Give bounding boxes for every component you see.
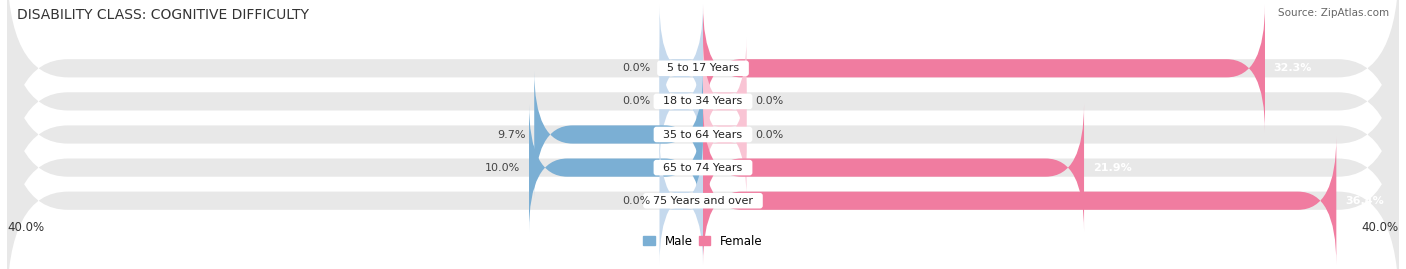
FancyBboxPatch shape [529, 104, 703, 231]
FancyBboxPatch shape [7, 0, 1399, 175]
Text: 5 to 17 Years: 5 to 17 Years [659, 63, 747, 73]
Text: 21.9%: 21.9% [1092, 162, 1132, 173]
Text: 0.0%: 0.0% [623, 96, 651, 107]
Text: 0.0%: 0.0% [755, 129, 783, 140]
Text: Source: ZipAtlas.com: Source: ZipAtlas.com [1278, 8, 1389, 18]
Legend: Male, Female: Male, Female [638, 230, 768, 253]
FancyBboxPatch shape [659, 5, 703, 132]
Text: 36.4%: 36.4% [1346, 196, 1384, 206]
Text: DISABILITY CLASS: COGNITIVE DIFFICULTY: DISABILITY CLASS: COGNITIVE DIFFICULTY [17, 8, 309, 22]
FancyBboxPatch shape [703, 71, 747, 198]
Text: 40.0%: 40.0% [1362, 221, 1399, 233]
Text: 10.0%: 10.0% [485, 162, 520, 173]
Text: 40.0%: 40.0% [7, 221, 44, 233]
FancyBboxPatch shape [659, 38, 703, 165]
Text: 75 Years and over: 75 Years and over [645, 196, 761, 206]
Text: 0.0%: 0.0% [623, 196, 651, 206]
FancyBboxPatch shape [7, 28, 1399, 241]
Text: 9.7%: 9.7% [498, 129, 526, 140]
FancyBboxPatch shape [703, 104, 1084, 231]
FancyBboxPatch shape [703, 38, 747, 165]
Text: 18 to 34 Years: 18 to 34 Years [657, 96, 749, 107]
FancyBboxPatch shape [7, 94, 1399, 269]
Text: 65 to 74 Years: 65 to 74 Years [657, 162, 749, 173]
FancyBboxPatch shape [703, 5, 1265, 132]
FancyBboxPatch shape [534, 71, 703, 198]
Text: 32.3%: 32.3% [1274, 63, 1312, 73]
FancyBboxPatch shape [703, 137, 1336, 264]
Text: 0.0%: 0.0% [623, 63, 651, 73]
Text: 0.0%: 0.0% [755, 96, 783, 107]
FancyBboxPatch shape [659, 137, 703, 264]
Text: 35 to 64 Years: 35 to 64 Years [657, 129, 749, 140]
FancyBboxPatch shape [7, 0, 1399, 208]
FancyBboxPatch shape [7, 61, 1399, 269]
